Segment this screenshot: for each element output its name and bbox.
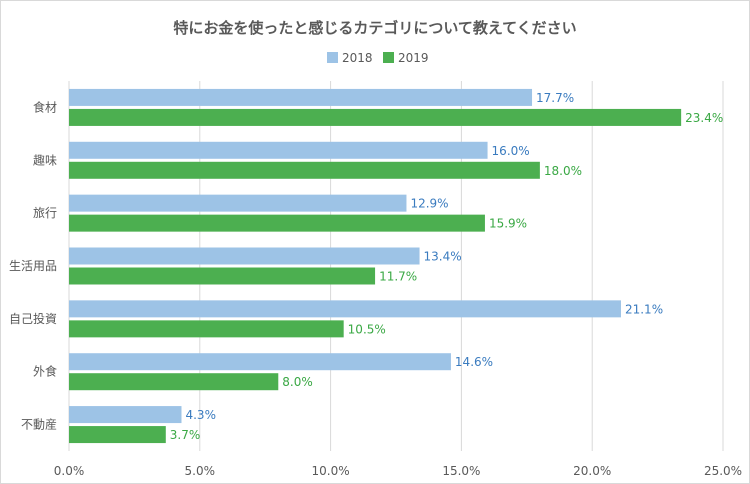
data-label-2018-0: 17.7% [536,91,574,105]
data-label-2019-6: 3.7% [170,428,201,442]
data-label-2018-4: 21.1% [625,302,663,316]
category-label: 生活用品 [9,259,57,273]
data-label-2019-1: 18.0% [544,164,582,178]
x-tick-label: 0.0% [54,464,85,478]
data-label-2019-0: 23.4% [685,111,723,125]
bar-2018-6 [69,406,182,424]
bar-2019-1 [69,161,540,179]
category-label: 不動産 [21,417,57,432]
data-label-2018-1: 16.0% [492,144,530,158]
bar-2018-4 [69,300,621,318]
data-label-2019-3: 11.7% [379,270,417,284]
bar-2018-1 [69,141,488,159]
category-label: 食材 [33,99,57,114]
bar-2019-3 [69,267,376,285]
data-label-2019-2: 15.9% [489,217,527,231]
x-tick-label: 10.0% [312,464,350,478]
bar-2019-2 [69,214,485,232]
data-label-2019-5: 8.0% [282,375,313,389]
bar-2019-0 [69,108,682,126]
bar-2018-3 [69,247,420,265]
legend: 2018 2019 [327,51,429,65]
bar-2018-0 [69,88,533,106]
category-label: 自己投資 [9,311,57,326]
x-axis-ticks: 0.0% 5.0% 10.0% 15.0% 20.0% 25.0% [54,464,742,478]
legend-swatch-2019 [383,52,394,63]
bars: 17.7% 23.4% 16.0% 18.0% 12.9% 15.9% 13.4% 11.7%… [69,88,723,444]
data-label-2018-3: 13.4% [424,250,462,264]
legend-swatch-2018 [327,52,338,63]
grid-lines [68,81,724,451]
category-label: 趣味 [33,152,57,167]
bar-2018-2 [69,194,407,212]
bar-2019-4 [69,320,344,338]
x-tick-label: 5.0% [185,464,216,478]
bar-2019-6 [69,426,166,444]
bar-2018-5 [69,353,451,371]
chart-title: 特にお金を使ったと感じるカテゴリについて教えてください [173,19,576,37]
data-label-2018-5: 14.6% [455,355,493,369]
bar-2019-5 [69,373,279,391]
data-label-2019-4: 10.5% [348,322,386,336]
legend-label-2018: 2018 [342,51,373,65]
data-label-2018-2: 12.9% [410,197,448,211]
x-tick-label: 20.0% [573,464,611,478]
x-tick-label: 15.0% [442,464,480,478]
legend-label-2019: 2019 [398,51,429,65]
category-label: 旅行 [33,206,57,220]
data-label-2018-6: 4.3% [185,408,216,422]
category-label: 外食 [33,364,57,379]
x-tick-label: 25.0% [704,464,742,478]
